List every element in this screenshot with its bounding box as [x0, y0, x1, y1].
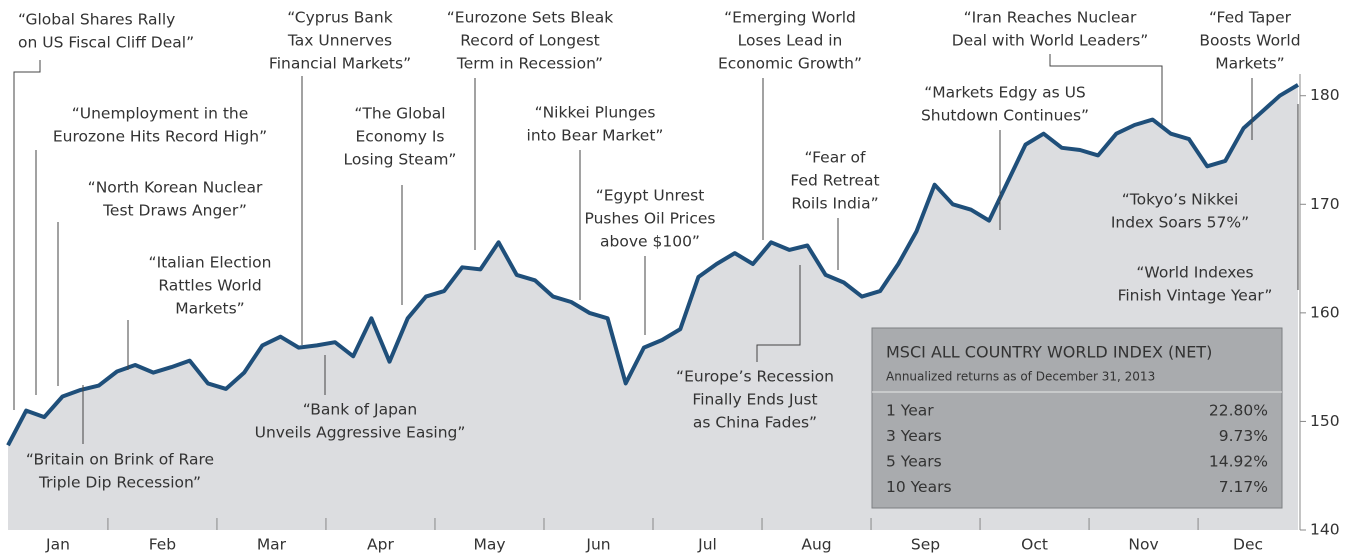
x-tick-label: Aug: [801, 536, 831, 554]
annotation: “Britain on Brink of Rare: [26, 451, 214, 469]
table-cell: 10 Years: [886, 478, 952, 496]
leader-line: [1049, 54, 1163, 125]
annotation: Roils India”: [791, 195, 878, 213]
x-tick-label: Jan: [45, 536, 70, 554]
x-tick-label: Jul: [697, 536, 717, 554]
table-cell: 7.17%: [1219, 478, 1268, 496]
annotation: Boosts World: [1199, 32, 1300, 50]
table-cell: 9.73%: [1219, 427, 1268, 445]
annotation: Tax Unnerves: [287, 32, 392, 50]
annotation: Economy Is: [356, 128, 445, 146]
annotation: Markets”: [175, 300, 244, 318]
annotation: Deal with World Leaders”: [952, 32, 1149, 50]
annotation: “World Indexes: [1136, 264, 1253, 282]
annotation: “Europe’s Recession: [676, 368, 834, 386]
annotation: “Nikkei Plunges: [535, 104, 656, 122]
y-tick-label: 140: [1310, 521, 1340, 539]
annotation: Rattles World: [158, 277, 261, 295]
annotation: “Tokyo’s Nikkei: [1122, 191, 1239, 209]
table-box: [871, 327, 1283, 509]
y-tick-label: 150: [1310, 412, 1340, 430]
x-tick-label: Mar: [257, 536, 287, 554]
table-cell: 3 Years: [886, 427, 942, 445]
annotation: Index Soars 57%”: [1111, 214, 1249, 232]
table-cell: 1 Year: [886, 402, 934, 420]
x-tick-label: Oct: [1021, 536, 1048, 554]
y-tick-label: 160: [1310, 303, 1340, 321]
annotation: Term in Recession”: [456, 55, 603, 73]
annotation: Shutdown Continues”: [921, 107, 1089, 125]
annotation: “Egypt Unrest: [596, 187, 705, 205]
annotation: Loses Lead in: [738, 32, 843, 50]
annotation: Economic Growth”: [718, 55, 862, 73]
annotation: Unveils Aggressive Easing”: [255, 424, 466, 442]
x-tick-label: Feb: [149, 536, 176, 554]
annotation: Finish Vintage Year”: [1118, 287, 1273, 305]
leader-line: [756, 265, 801, 362]
x-tick-label: Jun: [585, 536, 610, 554]
annotation: Losing Steam”: [344, 151, 457, 169]
annotation: Pushes Oil Prices: [585, 210, 716, 228]
x-tick-label: Sep: [911, 536, 940, 554]
annotation: “Italian Election: [149, 254, 272, 272]
annotation: “Emerging World: [724, 9, 856, 27]
annotation: Eurozone Hits Record High”: [53, 128, 267, 146]
annotation: on US Fiscal Cliff Deal”: [18, 34, 194, 52]
annotation: Record of Longest: [460, 32, 600, 50]
annotation: above $100”: [600, 233, 700, 251]
annotation: “Eurozone Sets Bleak: [447, 9, 613, 27]
annotation: as China Fades”: [693, 414, 817, 432]
annotation: Fed Retreat: [790, 172, 879, 190]
annotation: into Bear Market”: [527, 127, 664, 145]
x-tick-label: Apr: [367, 536, 394, 554]
annotation: “Iran Reaches Nuclear: [964, 9, 1137, 27]
annotation: Finally Ends Just: [692, 391, 817, 409]
annotation: “Global Shares Rally: [18, 11, 175, 29]
annotation: “Markets Edgy as US: [924, 84, 1086, 102]
annotation: “Bank of Japan: [303, 401, 418, 419]
table-cell: 22.80%: [1209, 402, 1268, 420]
table-cell: 14.92%: [1209, 453, 1268, 471]
x-tick-label: Dec: [1233, 536, 1263, 554]
annotation: Markets”: [1215, 55, 1284, 73]
x-tick-label: May: [473, 536, 505, 554]
annotation: “The Global: [354, 105, 445, 123]
annotation: Triple Dip Recession”: [38, 474, 201, 492]
table-title: MSCI ALL COUNTRY WORLD INDEX (NET): [886, 343, 1212, 362]
annotation: “Fear of: [805, 149, 866, 167]
annotation: Financial Markets”: [269, 55, 411, 73]
table-cell: 5 Years: [886, 453, 942, 471]
y-tick-label: 170: [1310, 195, 1340, 213]
line: [6, 83, 1300, 447]
x-tick-label: Nov: [1128, 536, 1158, 554]
leader-line: [13, 60, 41, 410]
annotation: “Cyprus Bank: [287, 9, 392, 27]
y-tick-label: 180: [1310, 86, 1340, 104]
table-subtitle: Annualized returns as of December 31, 20…: [886, 370, 1155, 384]
annotation: “Fed Taper: [1209, 9, 1292, 27]
annotation: “North Korean Nuclear: [88, 179, 263, 197]
annotation: “Unemployment in the: [72, 105, 249, 123]
annotation: Test Draws Anger”: [102, 202, 247, 220]
